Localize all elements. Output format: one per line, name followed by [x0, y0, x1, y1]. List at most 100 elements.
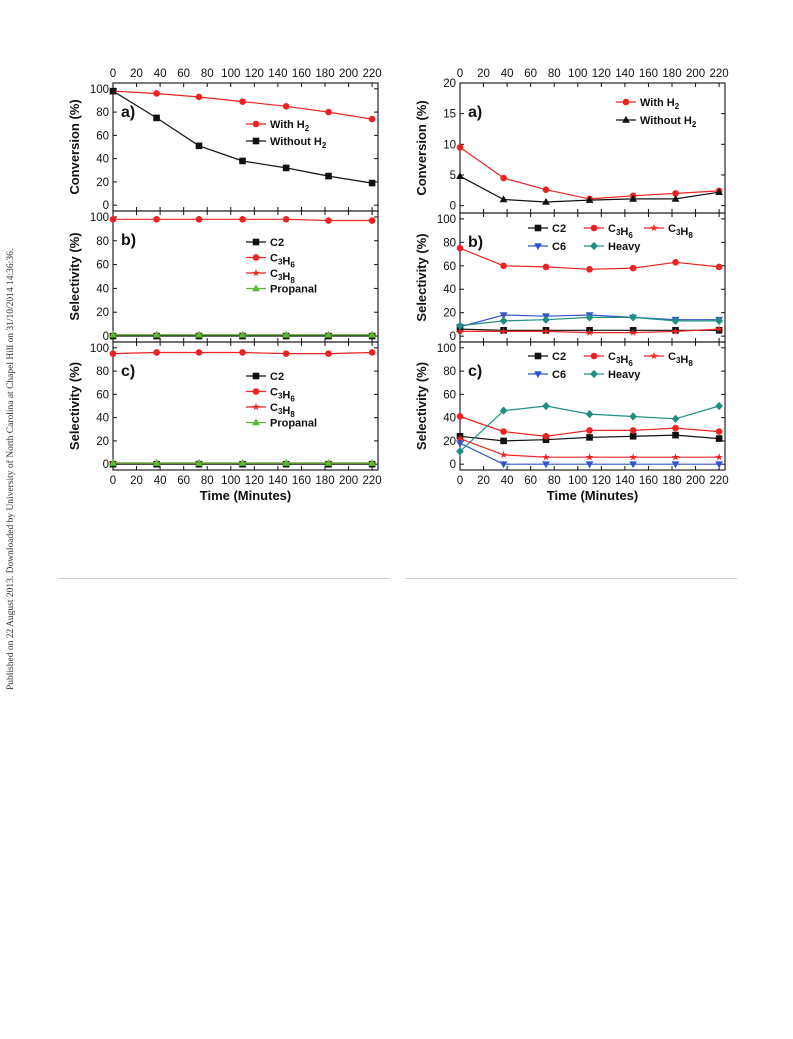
y-tick-label: 80: [443, 366, 456, 378]
y-tick-label: 0: [103, 459, 109, 471]
x-tick-label: 220: [710, 475, 729, 487]
data-point-c3h6: [282, 350, 290, 357]
data-point-c3h6: [672, 424, 679, 432]
data-point-c3h6: [109, 350, 117, 357]
y-tick-label: 60: [443, 389, 456, 401]
data-point-propanal: [324, 330, 333, 338]
data-point-without h2: [456, 172, 464, 180]
data-point-with h2: [195, 93, 203, 101]
y-tick-label: 80: [443, 237, 456, 249]
x-tick-label: 180: [315, 475, 334, 487]
data-point-c3h6: [239, 349, 246, 356]
x-tick-label: 80: [201, 475, 214, 487]
data-point-without h2: [629, 194, 638, 202]
y-tick-label: 100: [437, 343, 456, 355]
data-point-c3h8: [585, 328, 594, 336]
legend-label-c3h6: C3H6: [608, 351, 633, 368]
data-point-propanal: [282, 330, 291, 338]
legend-label-c2: C2: [270, 237, 284, 249]
legend-label-heavy: Heavy: [608, 369, 641, 381]
data-point-c3h6: [368, 217, 376, 224]
data-point-heavy: [671, 414, 680, 423]
legend: With H2 Without H2: [246, 119, 327, 150]
x-tick-label-top: 0: [457, 68, 463, 80]
x-tick-label-top: 120: [592, 68, 611, 80]
legend: C2 C3H6 C3H8 C6 Heavy: [528, 223, 693, 253]
legend-label-without h2: Without H2: [270, 136, 327, 150]
data-point-c3h8: [499, 327, 508, 335]
legend-label-c6: C6: [552, 241, 566, 253]
y-tick-label: 100: [90, 84, 109, 96]
data-point-with h2: [325, 108, 332, 116]
x-tick-label-top: 40: [501, 68, 514, 80]
data-point-c6: [629, 461, 638, 469]
data-point-heavy: [715, 401, 724, 411]
data-point-c3h6: [368, 349, 376, 356]
y-axis-label: Selectivity (%): [414, 362, 429, 450]
data-point-c3h6: [629, 264, 637, 272]
y-tick-label: 0: [103, 200, 109, 212]
data-point-without h2: [282, 164, 290, 172]
x-tick-label: 220: [363, 475, 382, 487]
y-tick-label: 80: [96, 366, 109, 378]
data-point-c2: [586, 434, 593, 441]
legend-marker-c3h8: [252, 402, 260, 411]
data-point-c3h6: [282, 216, 290, 223]
x-tick-label: 20: [477, 475, 490, 487]
data-point-heavy: [629, 313, 638, 322]
data-point-propanal: [368, 330, 377, 338]
panel-frame: [459, 341, 726, 471]
legend-marker-c6: [534, 243, 542, 251]
y-tick-label: 80: [96, 107, 109, 119]
y-tick-label: 20: [96, 436, 109, 448]
data-point-with h2: [672, 190, 679, 197]
left-divider-rule: [58, 578, 390, 579]
y-axis-label: Selectivity (%): [67, 232, 82, 320]
legend-marker-propanal: [252, 418, 260, 426]
legend: C2 C3H6 C3H8 C6 Heavy: [528, 351, 693, 381]
x-tick-label: 160: [639, 475, 658, 487]
data-point-c6: [542, 461, 550, 469]
data-point-c6: [499, 312, 508, 320]
x-tick-label-top: 200: [686, 68, 705, 80]
y-tick-label: 40: [96, 283, 109, 295]
x-tick-label-top: 180: [315, 68, 334, 80]
panel-b: 0 20 40 60 80 100 Selectivity (%) b) C2 C3H6C3H8P…: [67, 210, 379, 343]
legend-marker-c3h6: [252, 388, 260, 395]
data-point-propanal: [152, 458, 161, 466]
y-tick-label: 60: [96, 130, 109, 142]
legend-label-propanal: Propanal: [270, 418, 317, 430]
data-point-without h2: [542, 197, 550, 205]
x-tick-label-top: 80: [201, 68, 214, 80]
data-point-without h2: [368, 179, 376, 187]
x-tick-label: 200: [686, 475, 705, 487]
data-point-with h2: [542, 186, 550, 193]
x-tick-label: 0: [457, 475, 463, 487]
data-point-c3h6: [542, 263, 550, 271]
panel-tag: c): [468, 363, 482, 380]
x-tick-label: 120: [245, 475, 264, 487]
chart-figure-right: 0 5 10 15 20 Conversion (%) a) With H2 Without H…: [414, 68, 729, 503]
legend-label-c3h6: C3H6: [608, 223, 633, 240]
legend-marker-with h2: [622, 98, 630, 106]
data-point-c3h8: [542, 453, 550, 461]
x-tick-label-top: 160: [639, 68, 658, 80]
data-point-c3h8: [456, 434, 464, 442]
x-tick-label: 40: [501, 475, 514, 487]
x-tick-label: 140: [268, 475, 287, 487]
panel-tag: b): [121, 232, 136, 249]
data-point-c3h8: [715, 325, 723, 333]
data-point-heavy: [456, 447, 464, 456]
data-point-without h2: [325, 172, 332, 180]
legend-label-without h2: Without H2: [640, 115, 697, 129]
y-tick-label: 0: [450, 331, 456, 343]
data-point-c3h6: [629, 427, 637, 434]
data-point-propanal: [282, 458, 291, 466]
y-tick-label: 5: [450, 170, 456, 182]
data-point-without h2: [585, 196, 594, 203]
data-point-c3h8: [585, 453, 594, 461]
data-point-c3h6: [325, 350, 332, 357]
y-tick-label: 0: [450, 459, 456, 471]
